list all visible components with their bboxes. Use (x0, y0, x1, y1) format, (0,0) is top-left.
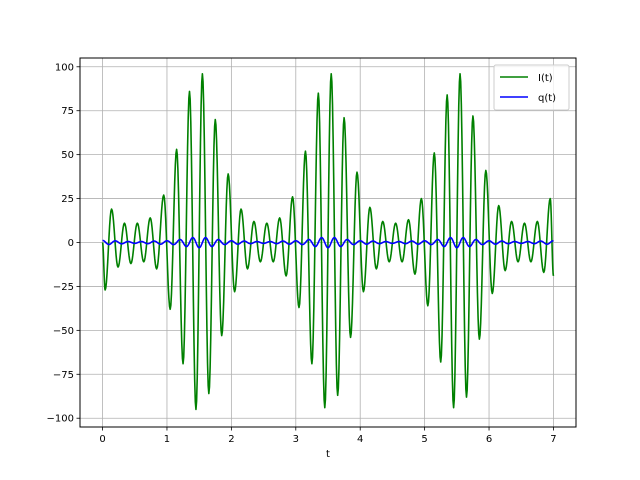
series-layer (101, 73, 555, 411)
x-tick-label: 6 (486, 434, 492, 445)
x-axis-label: t (326, 449, 330, 460)
y-tick-label: −100 (47, 414, 74, 425)
y-tick-label: −25 (53, 282, 74, 293)
y-tick-label: 0 (68, 238, 74, 249)
x-tick-label: 2 (228, 434, 234, 445)
y-tick-label: −50 (53, 326, 74, 337)
y-tick-label: 25 (61, 194, 74, 205)
ticks: 0 1 2 3 4 5 6 7 −100 −75 −50 −25 0 25 50 75 100 (47, 62, 557, 445)
x-tick-label: 1 (164, 434, 170, 445)
y-tick-label: 50 (61, 150, 74, 161)
x-tick-label: 4 (357, 434, 363, 445)
x-tick-label: 3 (293, 434, 299, 445)
legend-box (493, 64, 570, 111)
y-tick-label: −75 (53, 370, 74, 381)
x-tick-label: 5 (421, 434, 427, 445)
series-line-i (101, 73, 555, 411)
legend: I(t) q(t) (493, 64, 570, 111)
y-tick-label: 75 (61, 106, 74, 117)
x-tick-label: 7 (550, 434, 556, 445)
x-tick-label: 0 (99, 434, 105, 445)
y-tick-label: 100 (55, 62, 74, 73)
series-line-q (102, 236, 554, 249)
legend-label: I(t) (538, 73, 553, 84)
legend-label: q(t) (538, 93, 556, 104)
